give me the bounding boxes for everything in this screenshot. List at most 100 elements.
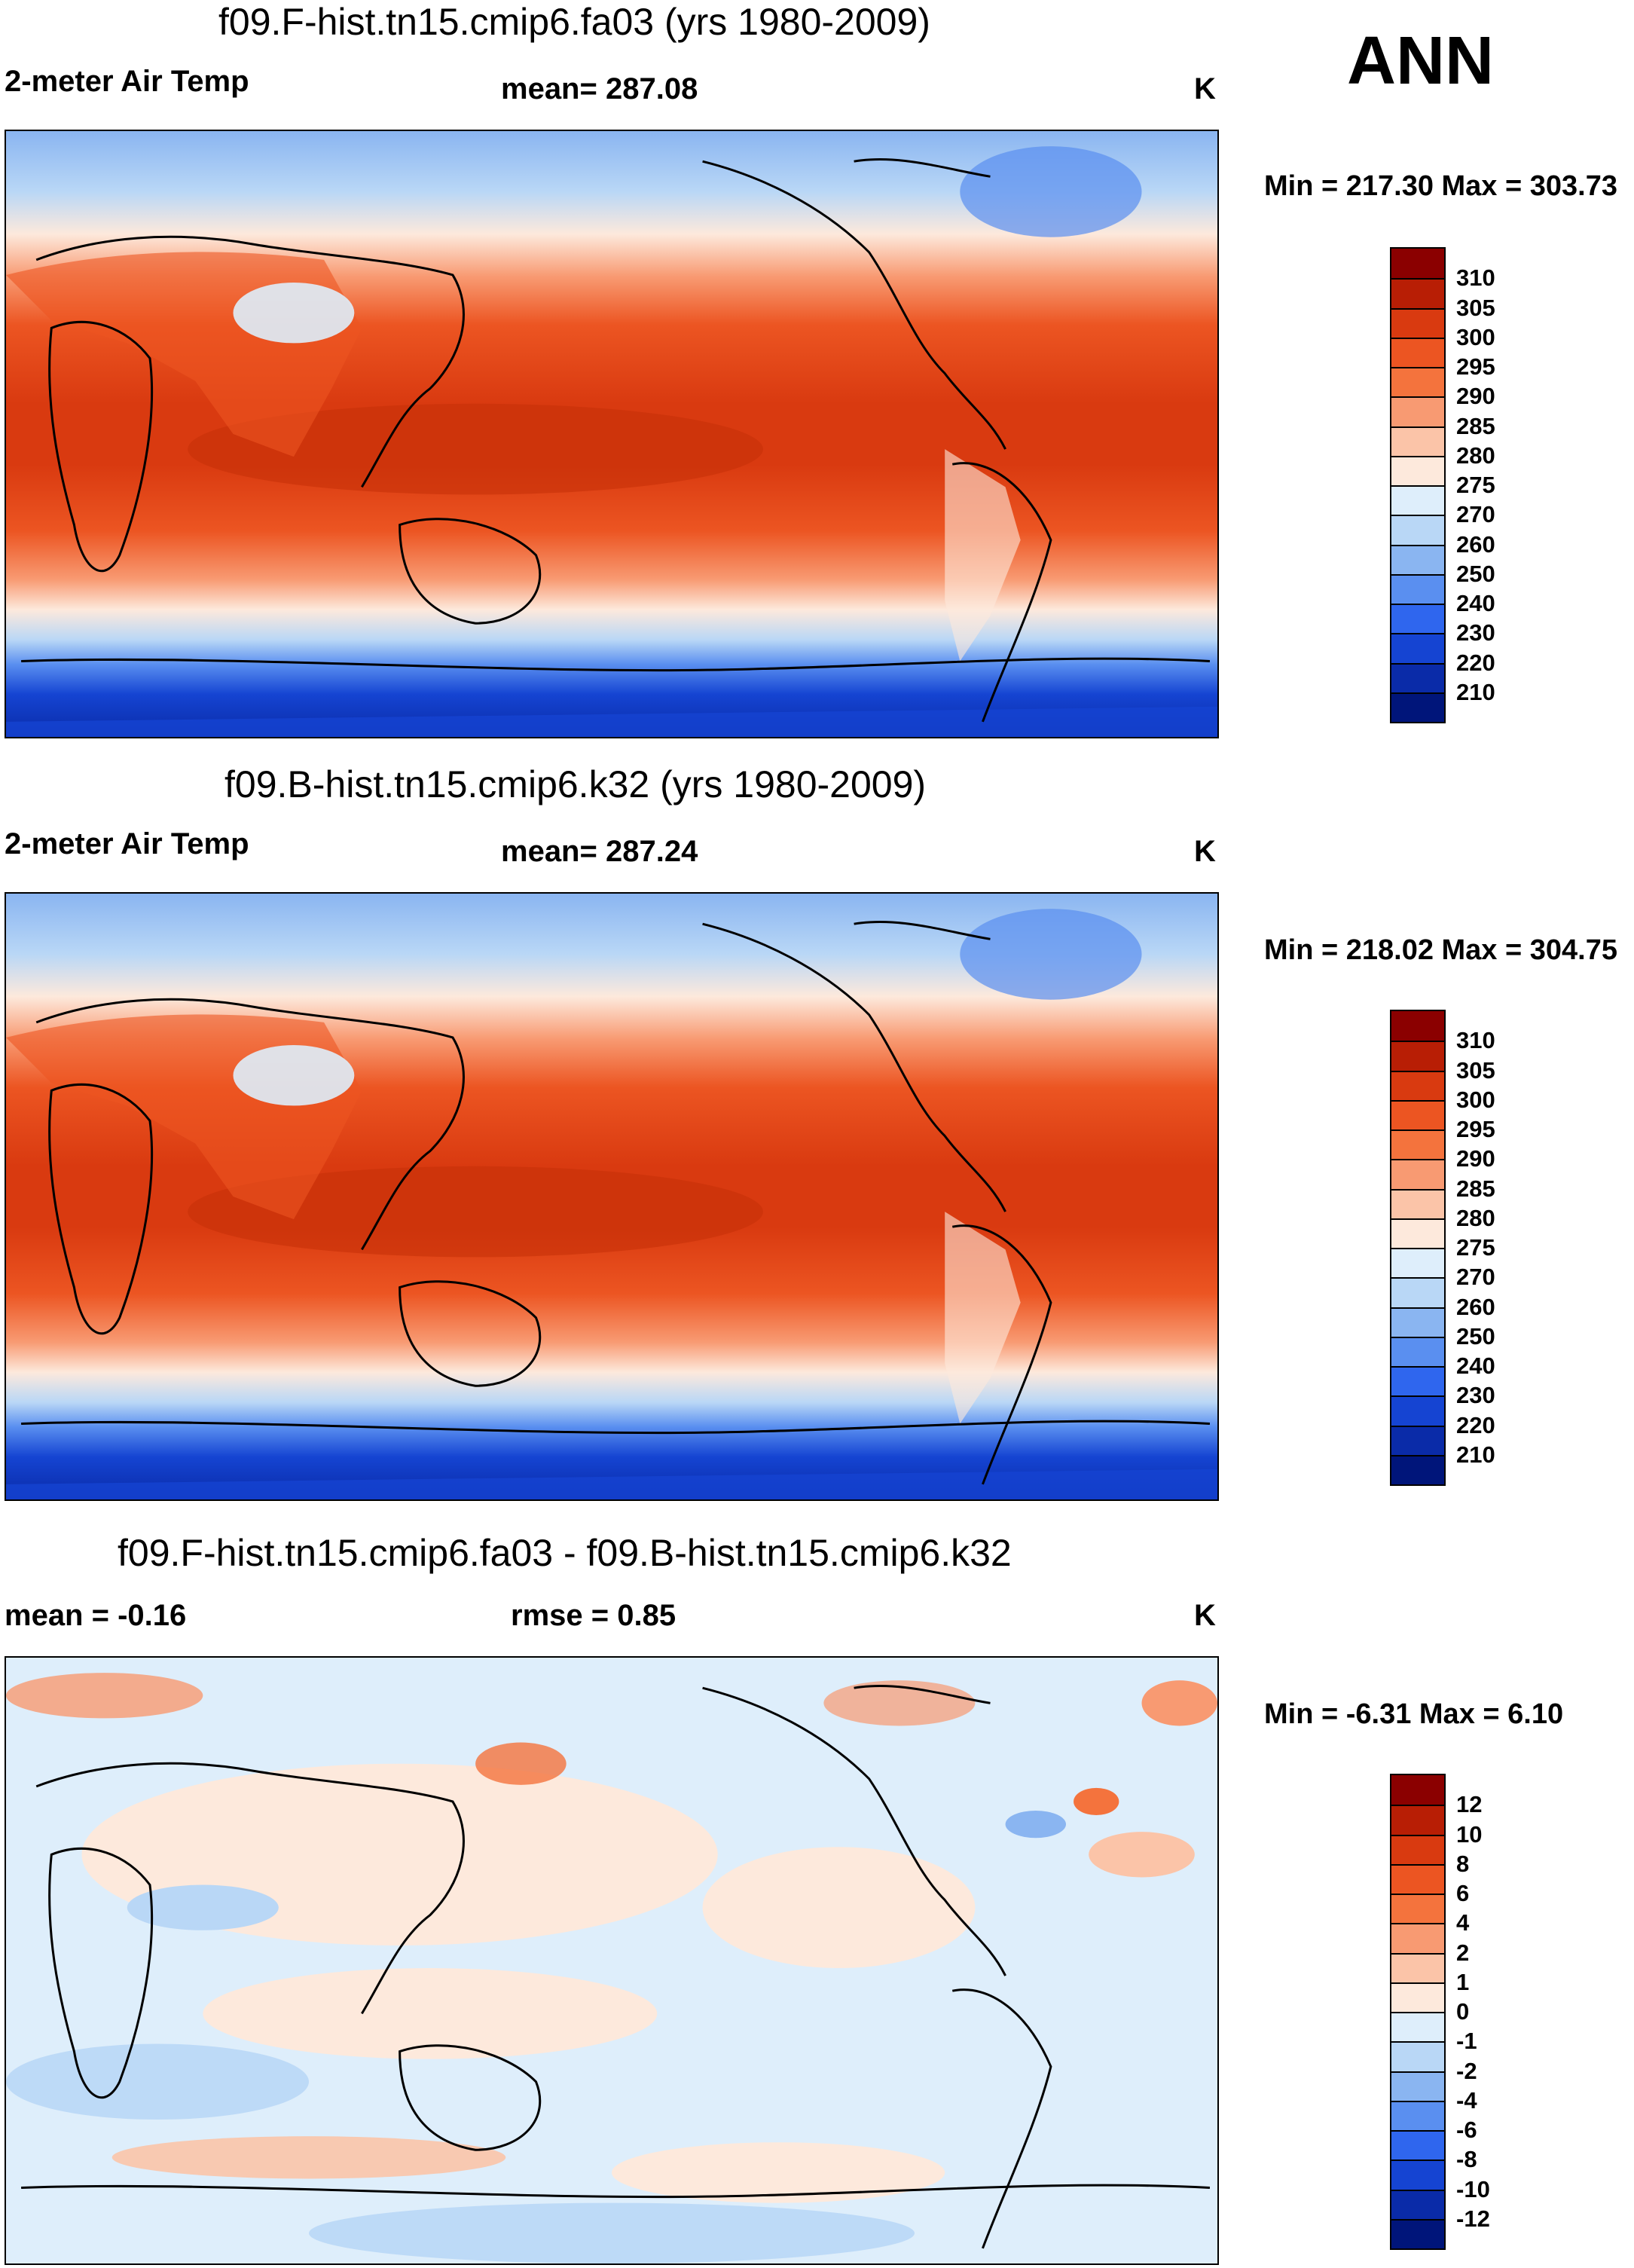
panel-1-title: f09.F-hist.tn15.cmip6.fa03 (yrs 1980-200… — [218, 1, 930, 43]
panel-2-colorbar-tick-label: 310 — [1456, 1027, 1495, 1054]
panel-3-colorbar-cell — [1391, 2218, 1444, 2248]
panel-3-colorbar-tick-label: 12 — [1456, 1791, 1483, 1818]
panel-3-colorbar-tick-label: 6 — [1456, 1880, 1470, 1906]
panel-3-colorbar-tick-label: -6 — [1456, 2117, 1477, 2143]
panel-1-colorbar-tick-label: 230 — [1456, 619, 1495, 646]
panel-2-colorbar-tick-label: 295 — [1456, 1116, 1495, 1142]
panel-3-colorbar-tick-label: 0 — [1456, 1998, 1470, 2025]
panel-3-mean-label: mean = -0.16 — [5, 1599, 187, 1632]
panel-1-colorbar-cell — [1391, 337, 1444, 367]
panel-2-colorbar-cell — [1391, 1425, 1444, 1455]
panel-3-colorbar-tick-label: 8 — [1456, 1850, 1470, 1877]
panel-2-colorbar-tick-label: 210 — [1456, 1441, 1495, 1468]
panel-1-colorbar-tick-label: 275 — [1456, 472, 1495, 498]
panel-1-colorbar-cell — [1391, 485, 1444, 515]
panel-3-colorbar-cell — [1391, 1863, 1444, 1894]
panel-2-mean-label: mean= 287.24 — [501, 835, 698, 868]
panel-3-colorbar-tick-label: 4 — [1456, 1909, 1470, 1936]
panel-1-colorbar-cell — [1391, 544, 1444, 574]
panel-3-colorbar-tick-label: 1 — [1456, 1968, 1470, 1995]
panel-2-colorbar — [1390, 1010, 1446, 1486]
panel-3-colorbar-cell — [1391, 1775, 1444, 1805]
panel-3-colorbar-cell — [1391, 1805, 1444, 1835]
panel-2-colorbar-tick-label: 300 — [1456, 1086, 1495, 1113]
panel-3-colorbar-cell — [1391, 2012, 1444, 2042]
panel-1-colorbar-tick-label: 310 — [1456, 264, 1495, 292]
panel-2-colorbar-tick-label: 250 — [1456, 1322, 1495, 1349]
panel-3-colorbar-tick-label: -8 — [1456, 2146, 1477, 2173]
panel-2-colorbar-tick-label: 305 — [1456, 1056, 1495, 1084]
panel-3-minmax: Min = -6.31 Max = 6.10 — [1264, 1698, 1564, 1730]
panel-2-colorbar-tick-label: 220 — [1456, 1411, 1495, 1438]
panel-2-colorbar-cell — [1391, 1218, 1444, 1248]
panel-2-title: f09.B-hist.tn15.cmip6.k32 (yrs 1980-2009… — [224, 763, 927, 805]
panel-1-map-graphic — [6, 131, 1217, 737]
panel-3-units: K — [1194, 1599, 1216, 1632]
panel-1-colorbar-tick-label: 295 — [1456, 353, 1495, 380]
panel-3-map — [5, 1656, 1219, 2265]
panel-3-colorbar-cell — [1391, 2159, 1444, 2190]
panel-2-colorbar-cell — [1391, 1366, 1444, 1396]
panel-1-colorbar-tick-label: 290 — [1456, 383, 1495, 410]
panel-3-colorbar-tick-label: -12 — [1456, 2205, 1490, 2232]
panel-3-title: f09.F-hist.tn15.cmip6.fa03 - f09.B-hist.… — [118, 1532, 1012, 1574]
panel-1-colorbar-tick-label: 250 — [1456, 560, 1495, 587]
panel-2-units: K — [1194, 835, 1216, 868]
panel-3-colorbar-cell — [1391, 1834, 1444, 1864]
panel-3-colorbar-cell — [1391, 1894, 1444, 1924]
season-label: ANN — [1347, 23, 1494, 99]
panel-2-colorbar-cell — [1391, 1307, 1444, 1337]
panel-1-colorbar-tick-label: 305 — [1456, 294, 1495, 321]
panel-2-colorbar-tick-label: 260 — [1456, 1293, 1495, 1320]
panel-1-colorbar-cell — [1391, 307, 1444, 338]
panel-3-colorbar-cell — [1391, 2189, 1444, 2219]
panel-2-colorbar-cell — [1391, 1159, 1444, 1189]
panel-1-colorbar-tick-label: 285 — [1456, 412, 1495, 439]
panel-3-colorbar-cell — [1391, 1952, 1444, 1982]
panel-1-colorbar-cell — [1391, 573, 1444, 604]
panel-3-colorbar-tick-label: 10 — [1456, 1820, 1483, 1848]
panel-2-map — [5, 892, 1219, 1501]
panel-2-colorbar-cell — [1391, 1454, 1444, 1484]
panel-3-colorbar-tick-label: -4 — [1456, 2086, 1477, 2114]
panel-3-colorbar-cell — [1391, 2071, 1444, 2101]
panel-1-mean-label: mean= 287.08 — [501, 72, 698, 105]
panel-2-map-graphic — [6, 894, 1217, 1499]
panel-3-colorbar-tick-label: -2 — [1456, 2057, 1477, 2084]
panel-2-colorbar-cell — [1391, 1070, 1444, 1100]
panel-1-colorbar-cell — [1391, 278, 1444, 308]
panel-1-colorbar-cell — [1391, 396, 1444, 426]
panel-1-colorbar — [1390, 247, 1446, 723]
panel-2-colorbar-cell — [1391, 1336, 1444, 1366]
panel-1-map — [5, 130, 1219, 738]
panel-1-colorbar-cell — [1391, 249, 1444, 279]
panel-2-colorbar-tick-label: 290 — [1456, 1145, 1495, 1172]
panel-2-colorbar-tick-label: 240 — [1456, 1353, 1495, 1379]
panel-2-colorbar-cell — [1391, 1041, 1444, 1071]
panel-1-colorbar-cell — [1391, 515, 1444, 545]
panel-2-colorbar-tick-label: 275 — [1456, 1234, 1495, 1261]
panel-1-colorbar-cell — [1391, 426, 1444, 456]
panel-2-colorbar-cell — [1391, 1011, 1444, 1041]
panel-3-map-graphic — [6, 1658, 1217, 2263]
panel-1-colorbar-cell — [1391, 662, 1444, 692]
panel-1-colorbar-cell — [1391, 367, 1444, 397]
panel-3-colorbar-tick-label: -10 — [1456, 2175, 1490, 2202]
panel-3-colorbar-cell — [1391, 1923, 1444, 1953]
panel-2-variable-label: 2-meter Air Temp — [5, 827, 249, 860]
panel-1-colorbar-cell — [1391, 604, 1444, 634]
panel-2-colorbar-cell — [1391, 1277, 1444, 1307]
panel-2-colorbar-tick-label: 270 — [1456, 1264, 1495, 1291]
panel-2-minmax: Min = 218.02 Max = 304.75 — [1264, 934, 1617, 966]
panel-1-colorbar-tick-label: 240 — [1456, 590, 1495, 616]
panel-3-colorbar-cell — [1391, 2041, 1444, 2071]
panel-3-colorbar-tick-label: -1 — [1456, 2028, 1477, 2055]
panel-1-variable-label: 2-meter Air Temp — [5, 65, 249, 98]
panel-1-colorbar-tick-label: 260 — [1456, 530, 1495, 558]
panel-1-colorbar-tick-label: 220 — [1456, 649, 1495, 676]
panel-1-colorbar-tick-label: 270 — [1456, 501, 1495, 528]
panel-2-colorbar-cell — [1391, 1129, 1444, 1160]
panel-3-rmse-label: rmse = 0.85 — [511, 1599, 677, 1632]
panel-3-colorbar — [1390, 1774, 1446, 2250]
panel-1-minmax: Min = 217.30 Max = 303.73 — [1264, 170, 1617, 202]
